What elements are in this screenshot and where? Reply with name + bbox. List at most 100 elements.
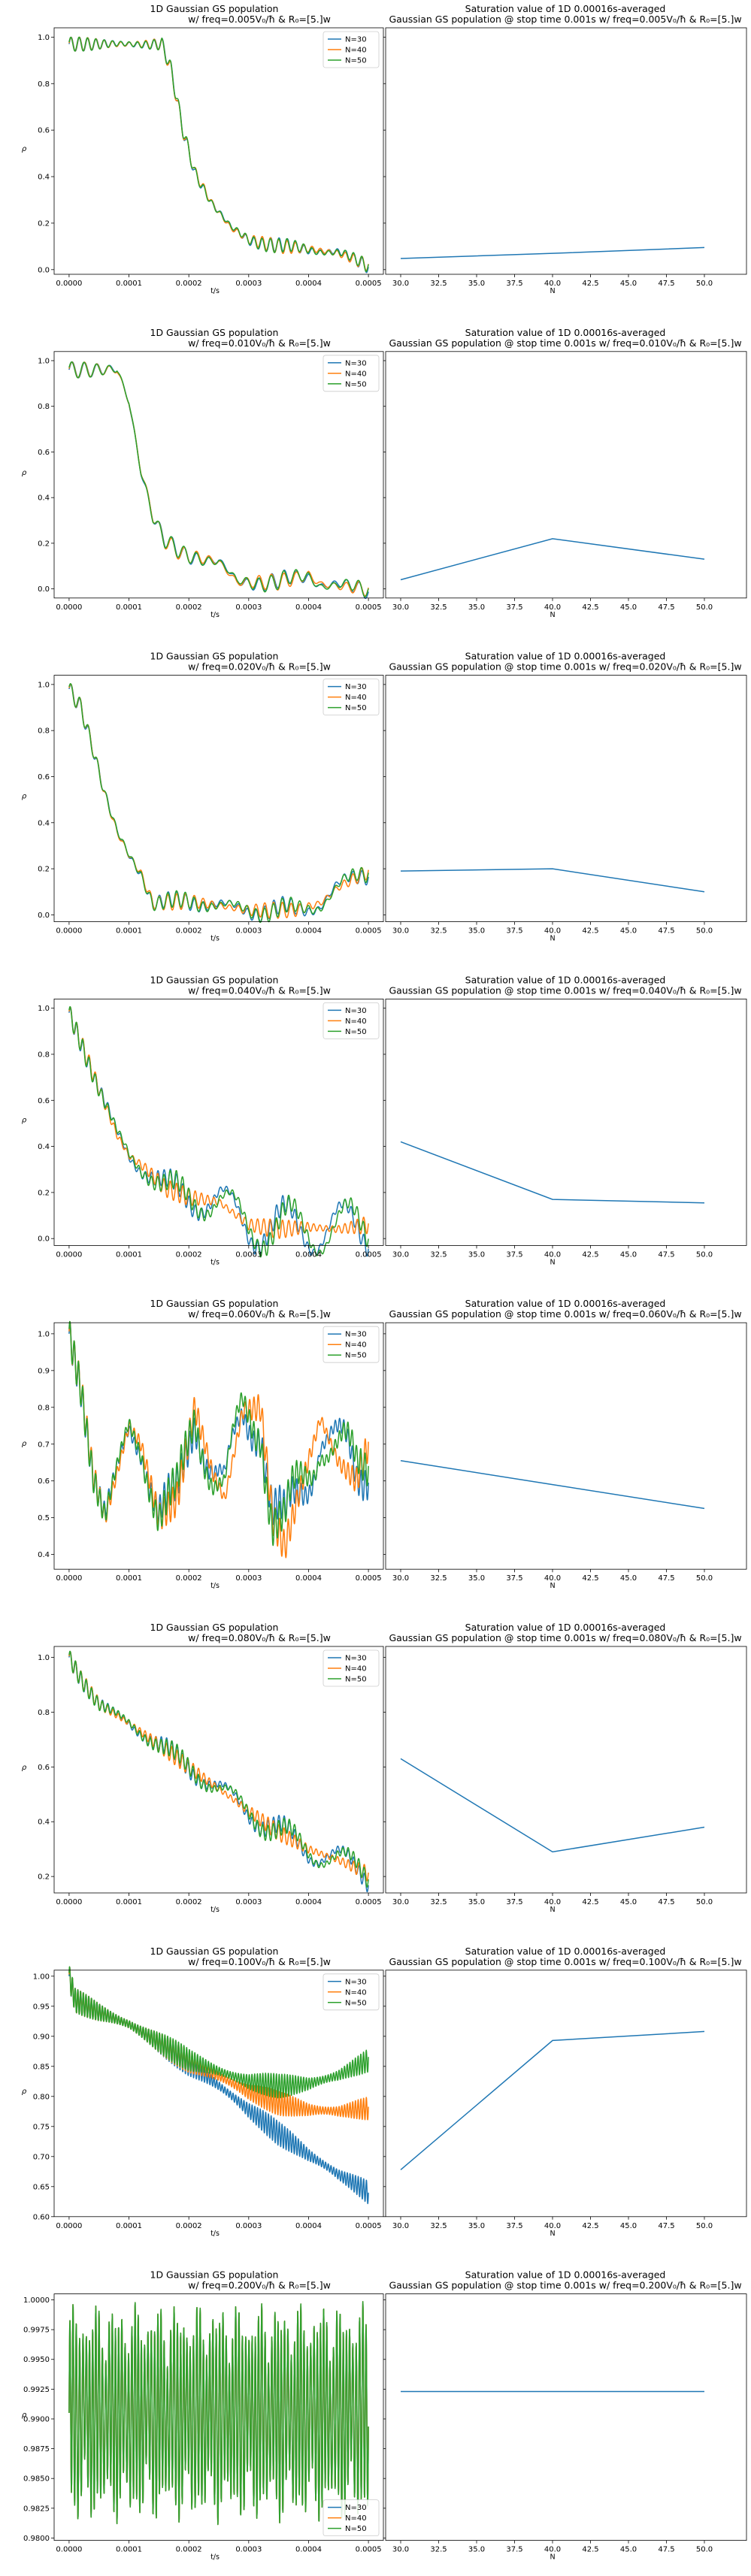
right-x-axis-label: N [550, 935, 555, 943]
right-x-tick-label: 32.5 [430, 603, 447, 612]
y-tick-label: 0.0 [38, 1235, 50, 1244]
y-tick-label: 0.9900 [23, 2415, 50, 2423]
left-title-line2: w/ freq=0.005V₀/ħ & R₀=[5.]w [188, 14, 331, 25]
right-title-line1: Saturation value of 1D 0.00016s-averaged [465, 327, 666, 338]
right-x-tick-label: 47.5 [658, 1250, 674, 1259]
right-title-line2: Gaussian GS population @ stop time 0.001… [389, 1308, 741, 1320]
right-x-tick-label: 40.0 [544, 1898, 561, 1906]
right-x-tick-label: 32.5 [430, 1898, 447, 1906]
legend-entry: N=30 [345, 1331, 367, 1339]
x-tick-label: 0.0003 [235, 1250, 262, 1259]
legend: N=30 N=40 N=50 [323, 679, 380, 715]
y-tick-label: 0.6 [38, 773, 50, 782]
legend-box [323, 1002, 380, 1039]
series-line-N=30 [68, 361, 369, 600]
left-curves [68, 1005, 369, 1258]
y-tick-label: 0.9975 [23, 2327, 50, 2335]
y-tick-label: 0.75 [33, 2123, 50, 2131]
legend: N=30 N=40 N=50 [323, 31, 380, 68]
series-line-N=40 [68, 683, 369, 919]
left-title-line2: w/ freq=0.040V₀/ħ & R₀=[5.]w [188, 984, 331, 996]
right-x-tick-label: 37.5 [506, 1898, 522, 1906]
right-axes-frame [385, 1322, 747, 1570]
y-axis-label: ρ [22, 2411, 27, 2420]
legend-entry: N=50 [345, 1352, 367, 1360]
right-x-tick-label: 35.0 [468, 2546, 485, 2554]
left-title-line2: w/ freq=0.010V₀/ħ & R₀=[5.]w [188, 337, 331, 349]
y-tick-label: 0.2 [38, 540, 50, 548]
legend-entry: N=50 [345, 380, 367, 389]
x-tick-label: 0.0001 [116, 603, 142, 612]
left-axes-frame [53, 1970, 384, 2218]
y-tick-label: 0.8 [38, 80, 50, 89]
legend-entry: N=40 [345, 1988, 367, 1997]
left-curves [68, 1650, 369, 1893]
y-axis-label: ρ [22, 793, 27, 801]
legend: N=30 N=40 N=50 [323, 1326, 380, 1363]
left-axes-frame [53, 1322, 384, 1570]
legend-entry: N=50 [345, 2525, 367, 2533]
right-x-tick-label: 50.0 [696, 280, 713, 288]
y-tick-label: 0.4 [38, 174, 50, 182]
x-tick-label: 0.0001 [116, 280, 142, 288]
y-tick-label: 0.60 [33, 2213, 50, 2221]
saturation-line [400, 1141, 705, 1204]
x-tick-label: 0.0005 [356, 1898, 382, 1906]
right-x-tick-label: 45.0 [620, 1574, 637, 1583]
left-axes-frame [53, 27, 384, 275]
legend-box [323, 1973, 380, 2011]
left-title-line1: 1D Gaussian GS population [150, 3, 279, 14]
right-title-line2: Gaussian GS population @ stop time 0.001… [389, 14, 741, 25]
left-title-line2: w/ freq=0.020V₀/ħ & R₀=[5.]w [188, 661, 331, 673]
saturation-line [400, 2030, 705, 2170]
y-axis-label: ρ [22, 1764, 27, 1772]
left-curves [68, 36, 369, 274]
y-tick-label: 0.9875 [23, 2445, 50, 2454]
left-axes-frame [53, 999, 384, 1246]
series-line-N=30 [68, 683, 369, 923]
right-x-tick-label: 45.0 [620, 1898, 637, 1906]
right-axes-frame [385, 1970, 747, 2218]
saturation-line [400, 868, 705, 893]
right-x-axis-label: N [550, 1582, 555, 1590]
x-tick-label: 0.0005 [356, 927, 382, 936]
y-tick-label: 0.8 [38, 1051, 50, 1059]
y-tick-label: 0.5 [38, 1514, 50, 1522]
right-x-tick-label: 35.0 [468, 1898, 485, 1906]
y-tick-label: 0.2 [38, 1873, 50, 1882]
x-tick-label: 0.0004 [295, 927, 322, 936]
right-x-tick-label: 32.5 [430, 1250, 447, 1259]
right-x-tick-label: 47.5 [658, 603, 674, 612]
legend-entry: N=50 [345, 57, 367, 65]
right-x-tick-label: 42.5 [582, 1898, 598, 1906]
right-title-line1: Saturation value of 1D 0.00016s-averaged [465, 1946, 666, 1957]
right-x-tick-label: 50.0 [696, 603, 713, 612]
y-tick-label: 1.00 [33, 1973, 50, 1981]
right-title-line1: Saturation value of 1D 0.00016s-averaged [465, 3, 666, 14]
series-line-N=30 [68, 1322, 369, 1525]
right-x-tick-label: 37.5 [506, 1250, 522, 1259]
legend-box [323, 31, 380, 68]
x-tick-label: 0.0000 [56, 280, 82, 288]
left-curves [68, 361, 369, 600]
y-tick-label: 1.0 [38, 357, 50, 365]
y-axis-label: ρ [22, 1440, 27, 1448]
y-tick-label: 0.2 [38, 219, 50, 228]
right-x-tick-label: 30.0 [392, 280, 409, 288]
right-x-tick-label: 50.0 [696, 1574, 713, 1583]
y-tick-label: 0.7 [38, 1441, 50, 1449]
right-x-tick-label: 47.5 [658, 2222, 674, 2230]
right-x-tick-label: 35.0 [468, 1250, 485, 1259]
right-title-line2: Gaussian GS population @ stop time 0.001… [389, 2280, 741, 2291]
x-tick-label: 0.0000 [56, 1574, 82, 1583]
x-tick-label: 0.0003 [235, 603, 262, 612]
x-tick-label: 0.0002 [176, 1574, 202, 1583]
legend-entry: N=30 [345, 359, 367, 367]
x-tick-label: 0.0000 [56, 1250, 82, 1259]
left-title-line1: 1D Gaussian GS population [150, 327, 279, 338]
right-title-line2: Gaussian GS population @ stop time 0.001… [389, 1632, 741, 1643]
x-tick-label: 0.0000 [56, 927, 82, 936]
legend-entry: N=30 [345, 1655, 367, 1663]
